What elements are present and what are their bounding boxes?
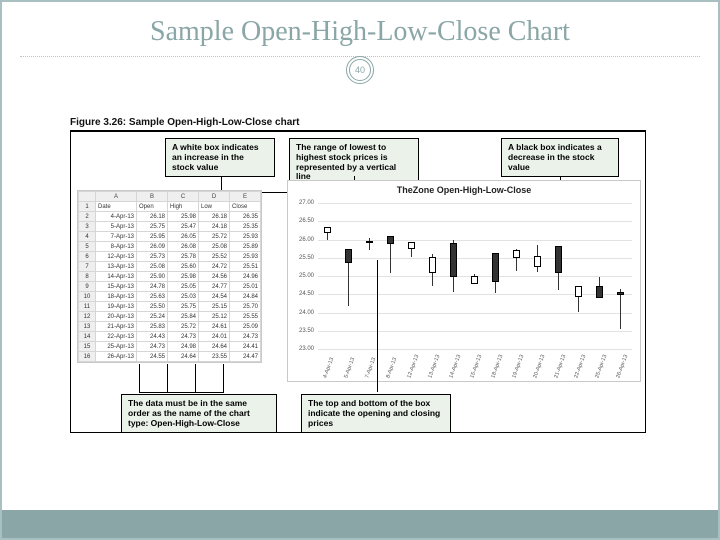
leader-line — [377, 260, 378, 392]
leader-line — [195, 364, 196, 392]
figure-container: Figure 3.26: Sample Open-High-Low-Close … — [70, 117, 646, 433]
leader-line — [223, 364, 224, 392]
leader-line — [139, 364, 140, 392]
callout-black-box: A black box indicates a decrease in the … — [501, 138, 619, 177]
footer-bar — [2, 510, 718, 538]
slide-title: Sample Open-High-Low-Close Chart — [2, 16, 718, 48]
callout-white-box: A white box indicates an increase in the… — [165, 138, 275, 177]
figure-caption: Figure 3.26: Sample Open-High-Low-Close … — [70, 117, 646, 131]
data-table: ABCDE1DateOpenHighLowClose24-Apr-1326.18… — [77, 190, 262, 363]
page-number: 40 — [349, 59, 371, 81]
callout-data-order: The data must be in the same order as th… — [121, 394, 277, 433]
chart-x-labels: 4-Apr-135-Apr-137-Apr-138-Apr-1312-Apr-1… — [318, 351, 632, 379]
ohlc-chart: TheZone Open-High-Low-Close 23.0023.5024… — [287, 180, 641, 382]
page-number-badge: 40 — [346, 56, 374, 84]
chart-plot-area: 23.0023.5024.0024.5025.0025.5026.0026.50… — [318, 203, 632, 349]
slide: Sample Open-High-Low-Close Chart 40 Figu… — [0, 0, 720, 540]
callout-box-open-close: The top and bottom of the box indicate t… — [301, 394, 451, 433]
chart-title: TheZone Open-High-Low-Close — [288, 185, 640, 195]
leader-line — [167, 364, 168, 392]
figure: A white box indicates an increase in the… — [70, 131, 646, 433]
leader-line — [139, 392, 224, 393]
